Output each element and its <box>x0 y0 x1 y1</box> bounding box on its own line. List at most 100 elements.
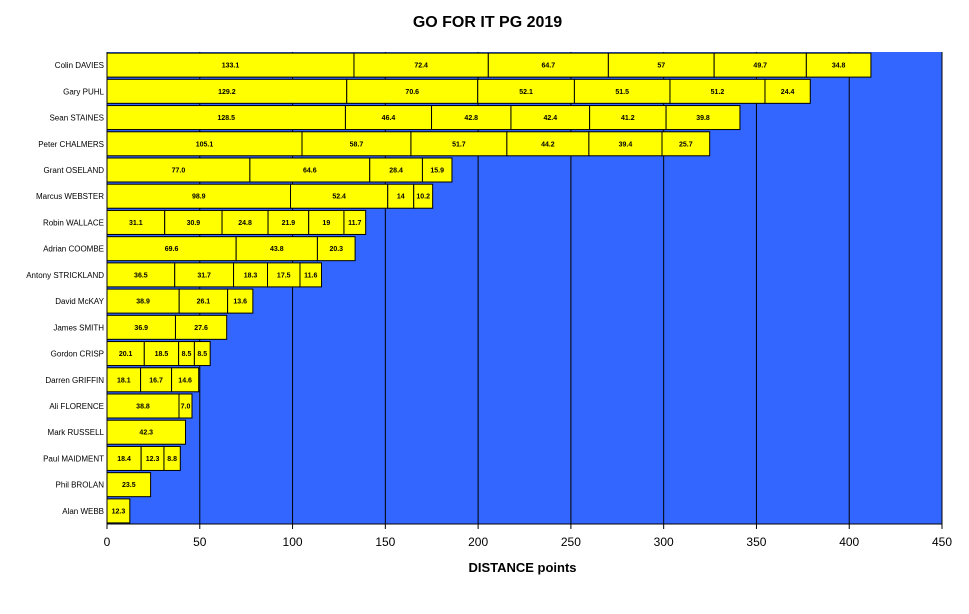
bar-segment-label: 17.5 <box>277 272 291 279</box>
bar-segment-label: 24.4 <box>781 89 795 96</box>
bar-segment <box>178 393 193 419</box>
bar-segment-label: 18.1 <box>117 377 131 384</box>
bar-segment-label: 18.3 <box>244 272 258 279</box>
bar-segment <box>299 262 323 288</box>
bar-segment <box>477 78 575 104</box>
bar-segment <box>510 105 591 131</box>
category-label: Darren GRIFFIN <box>45 376 104 385</box>
bar-segment <box>106 419 186 445</box>
bar-segment-label: 42.8 <box>464 115 478 122</box>
x-tick-label: 450 <box>932 535 952 549</box>
bar-segment <box>249 157 371 183</box>
bar-segment-label: 52.1 <box>519 89 533 96</box>
category-label: Grant OSELAND <box>44 166 105 175</box>
bar-segment-label: 58.7 <box>350 141 364 148</box>
bar-segment-label: 64.6 <box>303 168 317 175</box>
bar-segment <box>506 131 590 157</box>
bar-segment-label: 11.7 <box>348 220 361 227</box>
bar-segment <box>413 183 434 209</box>
bar-segment-label: 72.4 <box>414 63 428 70</box>
bar-segment <box>344 105 433 131</box>
bar-segment <box>343 209 367 235</box>
bar-segment-label: 36.9 <box>134 325 148 332</box>
bar-segment-label: 25.7 <box>679 141 693 148</box>
category-label: Paul MAIDMENT <box>43 454 104 463</box>
bar-segment-label: 8.8 <box>167 456 177 463</box>
bar-segment <box>143 341 180 367</box>
x-tick-label: 350 <box>746 535 766 549</box>
bar-segment-label: 133.1 <box>222 63 240 70</box>
bar-segment <box>421 157 453 183</box>
bar-segment-label: 46.4 <box>382 115 396 122</box>
bar-segment-label: 42.3 <box>139 430 153 437</box>
bar-segment <box>665 105 741 131</box>
bar-segment-label: 20.1 <box>119 351 133 358</box>
category-label: Gordon CRISP <box>51 350 104 359</box>
bar-segment-label: 12.3 <box>146 456 160 463</box>
category-label: Gary PUHL <box>63 87 104 96</box>
bar-segment-label: 11.6 <box>304 272 317 279</box>
bar-segment-label: 39.4 <box>619 141 633 148</box>
bar-segment-label: 128.5 <box>217 115 235 122</box>
category-label: Robin WALLACE <box>43 218 104 227</box>
bar-segment-label: 20.3 <box>329 246 343 253</box>
x-tick-label: 100 <box>283 535 303 549</box>
bar-segment-label: 12.3 <box>112 508 126 515</box>
bar-segment-label: 38.9 <box>136 299 150 306</box>
bar-segment-label: 36.5 <box>134 272 148 279</box>
bar-segment-label: 64.7 <box>542 63 556 70</box>
bar-segment-label: 23.5 <box>122 482 136 489</box>
bar-segment <box>193 341 211 367</box>
bar-segment <box>369 157 423 183</box>
bar-segment <box>163 445 181 471</box>
bar-segment <box>301 131 412 157</box>
bar-segment-label: 19 <box>322 220 330 227</box>
bar-segment-label: 39.8 <box>696 115 710 122</box>
bar-segment-label: 105.1 <box>196 141 214 148</box>
chart-title: GO FOR IT PG 2019 <box>412 14 563 31</box>
bar-segment <box>233 262 269 288</box>
bar-segment-label: 24.8 <box>238 220 252 227</box>
bar-segment <box>308 209 345 235</box>
bar-segment-label: 129.2 <box>218 89 236 96</box>
bar-segment-label: 16.7 <box>149 377 163 384</box>
bar-segment <box>106 393 180 419</box>
bar-segment-label: 21.9 <box>282 220 296 227</box>
bar-segment <box>164 209 223 235</box>
bar-segment <box>588 131 663 157</box>
category-label: Peter CHALMERS <box>38 140 104 149</box>
bar-segment <box>589 105 667 131</box>
bar-segment-label: 30.9 <box>187 220 201 227</box>
bar-segment-label: 31.7 <box>197 272 211 279</box>
category-label: Colin DAVIES <box>55 61 104 70</box>
bar-segment <box>410 131 508 157</box>
bar-segment <box>106 262 176 288</box>
category-label: Sean STAINES <box>49 114 104 123</box>
bar-segment-label: 51.5 <box>615 89 629 96</box>
bar-segment-label: 27.6 <box>194 325 208 332</box>
x-tick-label: 200 <box>468 535 488 549</box>
x-axis-label: DISTANCE points <box>468 560 577 575</box>
bar-segment-label: 41.2 <box>621 115 635 122</box>
category-label: Mark RUSSELL <box>48 428 105 437</box>
category-label: Antony STRICKLAND <box>26 271 104 280</box>
bar-segment-label: 18.5 <box>155 351 169 358</box>
bar-segment-label: 10.2 <box>416 194 430 201</box>
bar-segment-label: 15.9 <box>430 168 444 175</box>
bar-segment <box>106 78 348 104</box>
category-label: David McKAY <box>55 297 104 306</box>
bar-segment-label: 98.9 <box>192 194 206 201</box>
bar-segment-label: 18.4 <box>117 456 131 463</box>
bar-segment <box>106 52 355 78</box>
bar-segment-label: 8.5 <box>182 351 192 358</box>
bar-segment <box>290 183 389 209</box>
bar-segment-label: 69.6 <box>165 246 179 253</box>
category-label: James SMITH <box>53 323 104 332</box>
bar-segment-label: 26.1 <box>197 299 211 306</box>
bar-segment <box>106 157 251 183</box>
x-tick-label: 300 <box>654 535 674 549</box>
plot-area <box>107 52 942 524</box>
bar-segment-label: 14 <box>397 194 405 201</box>
bar-segment-label: 13.6 <box>233 299 247 306</box>
